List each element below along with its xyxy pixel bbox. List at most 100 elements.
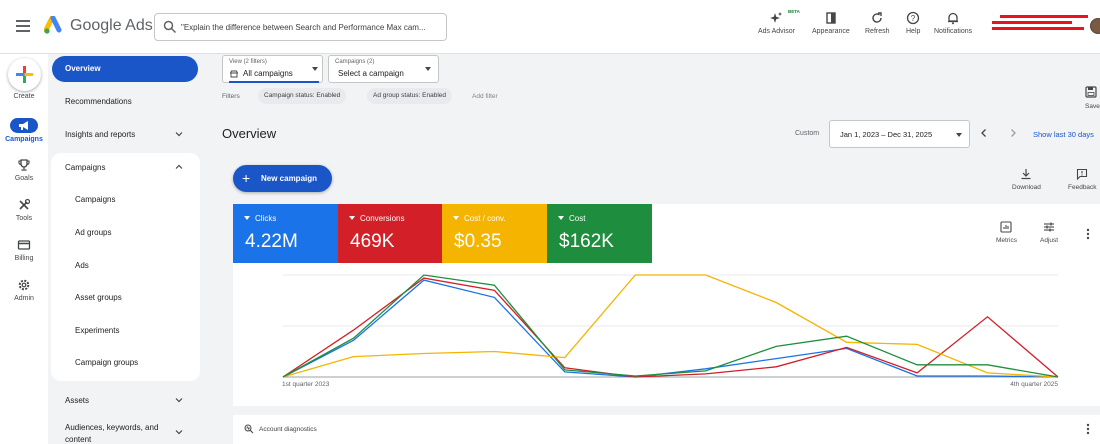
performance-chart-card: Clicks 4.22M Conversions 469K Cost / con…: [233, 204, 1100, 406]
metric-tile-cost[interactable]: Cost $162K: [547, 204, 652, 263]
more-vert-icon[interactable]: [1086, 423, 1090, 435]
diagnostics-icon: [244, 424, 254, 434]
download-button[interactable]: Download: [1012, 168, 1041, 191]
metrics-button[interactable]: Metrics: [996, 221, 1017, 244]
chevron-right-icon[interactable]: [1008, 128, 1018, 138]
nav-sub-asset-groups[interactable]: Asset groups: [75, 293, 122, 302]
plus-icon: +: [242, 170, 251, 186]
metric-name: Cost: [558, 214, 585, 223]
avatar[interactable]: [1090, 18, 1100, 34]
diagnostics-label: Account diagnostics: [259, 426, 317, 433]
nav-item-recommendations[interactable]: Recommendations: [65, 97, 132, 106]
nav-item-audiences[interactable]: Audiences, keywords, and: [65, 423, 159, 432]
help-icon: ?: [907, 11, 920, 25]
chevron-up-icon[interactable]: [175, 163, 183, 171]
account-diagnostics-bar[interactable]: Account diagnostics: [233, 415, 1100, 444]
series-line-clicks: [282, 279, 1059, 378]
metric-name: Conversions: [349, 214, 404, 223]
side-nav: Overview Recommendations Insights and re…: [48, 54, 202, 444]
metric-tile-conversions[interactable]: Conversions 469K: [338, 204, 443, 263]
nav-item-overview[interactable]: Overview: [52, 56, 198, 82]
metrics-icon: [1000, 221, 1013, 233]
ads-advisor-button[interactable]: BETA Ads Advisor: [758, 9, 800, 35]
rail-item-admin[interactable]: Admin: [0, 278, 48, 302]
search-bar[interactable]: [154, 13, 447, 41]
appearance-icon: [826, 12, 836, 24]
custom-label: Custom: [795, 130, 820, 137]
nav-item-campaigns-header[interactable]: Campaigns: [65, 163, 106, 172]
metric-tile-cost-per-conv[interactable]: Cost / conv. $0.35: [442, 204, 547, 263]
metric-name: Cost / conv.: [453, 214, 506, 223]
metric-value: 4.22M: [245, 231, 298, 252]
add-filter-button[interactable]: Add filter: [472, 93, 498, 100]
line-chart: 1st quarter 2023 4th quarter 2025: [282, 274, 1059, 388]
campaigns-icon: [10, 118, 38, 133]
chart-grid: [283, 274, 1058, 378]
chevron-down-icon[interactable]: [175, 130, 183, 138]
new-campaign-button[interactable]: + New campaign: [233, 165, 332, 192]
rail-item-goals[interactable]: Goals: [0, 158, 48, 182]
nav-sub-ads[interactable]: Ads: [75, 261, 89, 270]
nav-item-insights[interactable]: Insights and reports: [65, 130, 136, 139]
campaign-select-dropdown[interactable]: Campaigns (2) Select a campaign: [328, 55, 439, 83]
rail-item-tools[interactable]: Tools: [0, 198, 48, 222]
refresh-button[interactable]: Refresh: [865, 11, 890, 35]
date-range-picker[interactable]: Jan 1, 2023 – Dec 31, 2025: [829, 120, 970, 148]
appearance-label: Appearance: [812, 28, 850, 35]
view-caption: View (2 filters): [229, 59, 267, 65]
rail-item-campaigns[interactable]: Campaigns: [0, 118, 48, 143]
download-icon: [1021, 169, 1031, 180]
nav-sub-ad-groups[interactable]: Ad groups: [75, 228, 112, 237]
feedback-icon: [1077, 168, 1088, 180]
metric-tile-clicks[interactable]: Clicks 4.22M: [233, 204, 338, 263]
more-vert-icon[interactable]: [1086, 228, 1090, 240]
filter-chip[interactable]: Ad group status: Enabled: [367, 88, 452, 104]
billing-label: Billing: [14, 255, 34, 262]
nav-sub-experiments[interactable]: Experiments: [75, 326, 120, 335]
appearance-button[interactable]: Appearance: [812, 11, 850, 35]
view-filter-dropdown[interactable]: View (2 filters) All campaigns: [222, 55, 323, 83]
view-underline: [229, 81, 319, 83]
chart-series: [282, 274, 1059, 378]
help-button[interactable]: ? Help: [906, 11, 920, 35]
campaigns-caption: Campaigns (2): [335, 59, 375, 65]
top-bar: Google Ads BETA Ads Advisor Appearance R…: [0, 0, 1100, 54]
nav-sub-campaigns[interactable]: Campaigns: [75, 195, 116, 204]
chevron-left-icon[interactable]: [979, 128, 989, 138]
adjust-button[interactable]: Adjust: [1040, 221, 1058, 244]
store-icon: [230, 70, 238, 78]
gear-icon: [18, 279, 30, 291]
filter-chip[interactable]: Campaign status: Enabled: [258, 88, 347, 104]
beta-badge: BETA: [788, 9, 800, 14]
save-label[interactable]: Save: [1085, 103, 1100, 110]
create-button[interactable]: [8, 58, 41, 91]
page-title: Overview: [222, 126, 277, 141]
nav-sub-campaign-groups[interactable]: Campaign groups: [75, 358, 139, 367]
chevron-down-icon[interactable]: [175, 396, 183, 404]
svg-text:?: ?: [911, 14, 916, 23]
bell-icon: [948, 12, 959, 25]
download-label: Download: [1012, 184, 1041, 191]
dropdown-arrow-icon: [956, 133, 962, 137]
filters-label: Filters: [222, 93, 240, 100]
main-content: View (2 filters) All campaigns Campaigns…: [212, 54, 1100, 444]
save-icon[interactable]: [1085, 86, 1097, 98]
dropdown-arrow-icon: [425, 67, 431, 71]
series-line-cost: [282, 274, 1059, 378]
search-icon: [163, 20, 177, 34]
dropdown-arrow-icon: [312, 67, 318, 71]
search-input[interactable]: [181, 18, 443, 36]
chevron-down-icon[interactable]: [175, 428, 183, 436]
rail-item-billing[interactable]: Billing: [0, 238, 48, 262]
menu-icon[interactable]: [16, 20, 30, 32]
feedback-button[interactable]: Feedback: [1068, 168, 1097, 191]
tools-label: Tools: [15, 215, 33, 222]
brand-name: Google Ads: [70, 17, 153, 34]
google-ads-logo: [44, 16, 62, 34]
show-last-30-days-link[interactable]: Show last 30 days: [1033, 130, 1094, 139]
view-value: All campaigns: [243, 69, 293, 78]
nav-item-assets[interactable]: Assets: [65, 396, 90, 405]
refresh-label: Refresh: [865, 28, 890, 35]
goals-label: Goals: [14, 175, 34, 182]
notifications-button[interactable]: Notifications: [934, 11, 972, 35]
